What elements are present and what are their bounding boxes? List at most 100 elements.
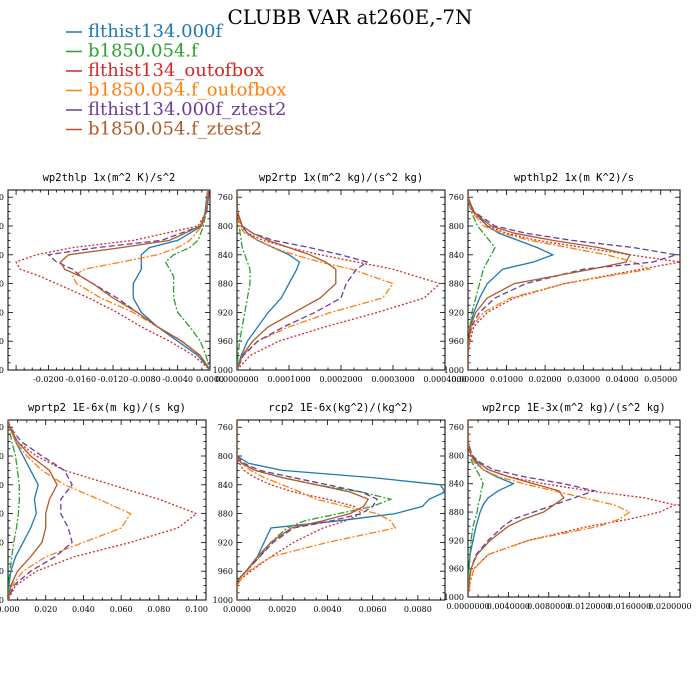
x-tick-label: 0.0020 [268,605,296,614]
y-tick-label: 880 [0,510,4,519]
x-tick-label: 0.0160000 [608,602,651,611]
plot-frame [7,419,207,601]
series-line-flthist134-outofbox [237,190,442,370]
series-line-b1850-054-f-outofbox [8,420,132,600]
plot-frame [7,189,211,371]
panel-5: rcp2 1E-6x(kg^2)/(kg^2) 760 800 840 880 920 96… [213,402,446,614]
y-tick-label: 880 [218,510,233,519]
y-tick-label: 760 [449,193,464,202]
x-tick-label: 0.0120000 [568,602,611,611]
x-tick-label: -0.0160 [65,375,96,384]
series-line-b1850-054-f-outofbox [71,190,210,370]
series-line-flthist134-000f [237,190,301,370]
y-tick-label: 920 [218,308,233,317]
x-tick-label: 0.0000 [223,605,251,614]
y-tick-label: 960 [449,565,464,574]
x-tick-label: 0.0001000 [267,375,310,384]
legend: flthist134.000fb1850.054.fflthist134_out… [66,21,286,140]
series-line-flthist134-000f-ztest2 [237,190,369,370]
x-tick-label: 0.0200000 [648,602,691,611]
legend-entry-b1850-054-f-ztest2: b1850.054.f_ztest2 [88,119,262,140]
y-tick-label: 760 [218,193,233,202]
x-tick-label: -0.0120 [98,375,129,384]
x-tick-label: 0.0002000 [319,375,362,384]
series-line-flthist134-outofbox [8,420,198,600]
series-line-flthist134-outofbox [15,190,210,370]
panel-2: wp2rtp 1x(m^2 kg)/(s^2 kg) 760 800 840 880 92… [213,172,467,384]
panel-title: wp2rtp 1x(m^2 kg)/(s^2 kg) [259,172,423,184]
panel-1: wp2thlp 1x(m^2 K)/s^2 760 800 840 880 920 960 1… [0,172,224,384]
legend-entry-flthist134-000f: flthist134.000f [88,21,223,42]
y-tick-label: 880 [449,508,464,517]
y-tick-label: 800 [0,452,4,461]
y-tick-label: 800 [218,222,233,231]
y-tick-label: 840 [218,481,233,490]
x-tick-label: 0.080 [147,605,170,614]
x-tick-label: 0.0000000 [215,375,258,384]
series-line-b1850-054-f [468,420,484,597]
series-line-flthist134-000f [237,420,445,600]
y-tick-label: 800 [449,451,464,460]
x-tick-label: 0.0004000 [423,375,466,384]
y-tick-label: 960 [218,337,233,346]
y-tick-label: 840 [218,251,233,260]
y-tick-label: 760 [218,423,233,432]
series-line-b1850-054-f-outofbox [468,420,631,597]
series-line-flthist134-000f-ztest2 [237,420,379,600]
y-tick-label: 800 [0,222,4,231]
y-tick-label: 840 [449,251,464,260]
panel-4: wprtp2 1E-6x(m kg)/(s kg) 760 800 840 880 920… [0,402,208,614]
y-tick-label: 1000 [444,593,464,602]
x-tick-label: 0.060 [110,605,133,614]
series-line-flthist134-000f-ztest2 [46,190,210,370]
plot-frame [236,189,446,371]
legend-entry-b1850-054-f-outofbox: b1850.054.f_outofbox [88,80,286,101]
series-line-b1850-054-f-ztest2 [468,190,631,370]
y-tick-label: 1000 [444,366,464,375]
x-tick-label: 0.0003000 [371,375,414,384]
x-tick-label: -0.0040 [162,375,193,384]
legend-entry-b1850-054-f: b1850.054.f [88,41,199,62]
y-tick-label: 920 [449,536,464,545]
series-line-flthist134-outofbox [468,420,677,597]
panel-3: wpthlp2 1x(m K^2)/s 760 800 840 880 920 960 100… [444,172,681,384]
series-line-flthist134-outofbox [237,420,363,600]
y-tick-label: 960 [218,567,233,576]
series-line-b1850-054-f-ztest2 [237,420,370,600]
series-line-flthist134-000f-ztest2 [8,420,73,600]
x-tick-label: 0.0080000 [527,602,570,611]
x-tick-label: -0.0080 [130,375,161,384]
figure-title: CLUBB VAR at260E,-7N [227,5,472,29]
y-tick-label: 800 [218,452,233,461]
series-line-b1850-054-f-ztest2 [8,420,58,600]
x-tick-label: 0.040 [72,605,95,614]
y-tick-label: 760 [0,193,4,202]
series-line-b1850-054-f [468,190,496,370]
panel-6: wp2rcp 1E-3x(m^2 kg)/(s^2 kg) 760 800 840 88… [444,402,692,611]
series-line-b1850-054-f [164,190,210,370]
series-line-flthist134-outofbox [468,190,680,370]
legend-entry-flthist134-outofbox: flthist134_outofbox [88,60,264,81]
panel-title: rcp2 1E-6x(kg^2)/(kg^2) [268,402,413,414]
series-line-flthist134-000f-ztest2 [468,190,677,370]
y-tick-label: 880 [218,280,233,289]
x-tick-label: 0.100 [185,605,208,614]
y-tick-label: 1000 [213,596,233,605]
x-tick-label: 0.0060 [359,605,387,614]
y-tick-label: 1000 [0,366,4,375]
plot-frame [467,189,681,371]
panels: wp2thlp 1x(m^2 K)/s^2 760 800 840 880 920 960 1… [0,172,692,614]
y-tick-label: 960 [449,337,464,346]
y-tick-label: 920 [218,538,233,547]
series-line-flthist134-000f [8,420,39,600]
x-tick-label: 0.0080 [404,605,432,614]
series-line-b1850-054-f-outofbox [237,420,397,600]
y-tick-label: 760 [0,423,4,432]
y-tick-label: 920 [0,538,4,547]
plot-frame [236,419,446,601]
x-tick-label: 0.0040000 [487,602,530,611]
y-tick-label: 880 [449,280,464,289]
y-tick-label: 880 [0,280,4,289]
x-tick-label: 0.03000 [567,375,600,384]
